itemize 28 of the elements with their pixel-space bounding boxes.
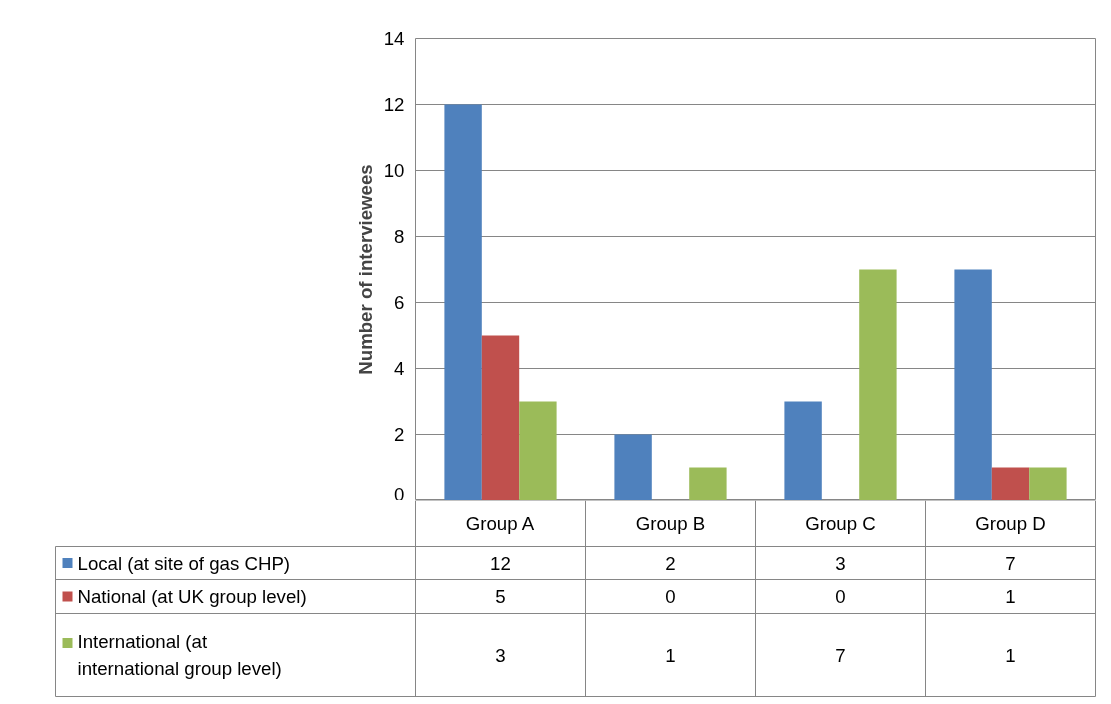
- y-tick-label: 6: [394, 292, 405, 313]
- data-label: 12: [490, 552, 511, 574]
- y-tick-label: 4: [394, 358, 405, 379]
- data-label: 1: [665, 644, 676, 666]
- data-label: 7: [1005, 552, 1016, 574]
- data-label: 1: [1005, 644, 1016, 666]
- y-tick-label: 12: [383, 94, 405, 115]
- y-axis-title: Number of interviewees: [354, 164, 376, 375]
- y-tick-label: 10: [383, 160, 405, 181]
- data-label: 3: [495, 644, 506, 666]
- y-tick-label: 14: [383, 28, 405, 49]
- legend-label: National (at UK group level): [77, 586, 307, 607]
- data-label: 0: [665, 586, 676, 607]
- data-label: 7: [835, 644, 846, 666]
- x-tick-label: Group A: [465, 513, 535, 534]
- x-tick-label: Group D: [975, 513, 1046, 534]
- data-label: 3: [835, 552, 846, 574]
- y-tick-label: 2: [394, 424, 405, 445]
- data-label: 0: [835, 586, 846, 607]
- legend-label: Local (at site of gas CHP): [77, 552, 291, 574]
- x-tick-label: Group C: [805, 513, 876, 534]
- data-label: 2: [665, 552, 676, 574]
- y-tick-label: 8: [394, 226, 405, 247]
- legend-label: International (at international group level): [77, 630, 282, 680]
- data-label: 5: [495, 586, 506, 607]
- data-label: 1: [1005, 586, 1016, 607]
- x-tick-label: Group B: [635, 513, 706, 534]
- y-tick-label: 0: [394, 483, 405, 505]
